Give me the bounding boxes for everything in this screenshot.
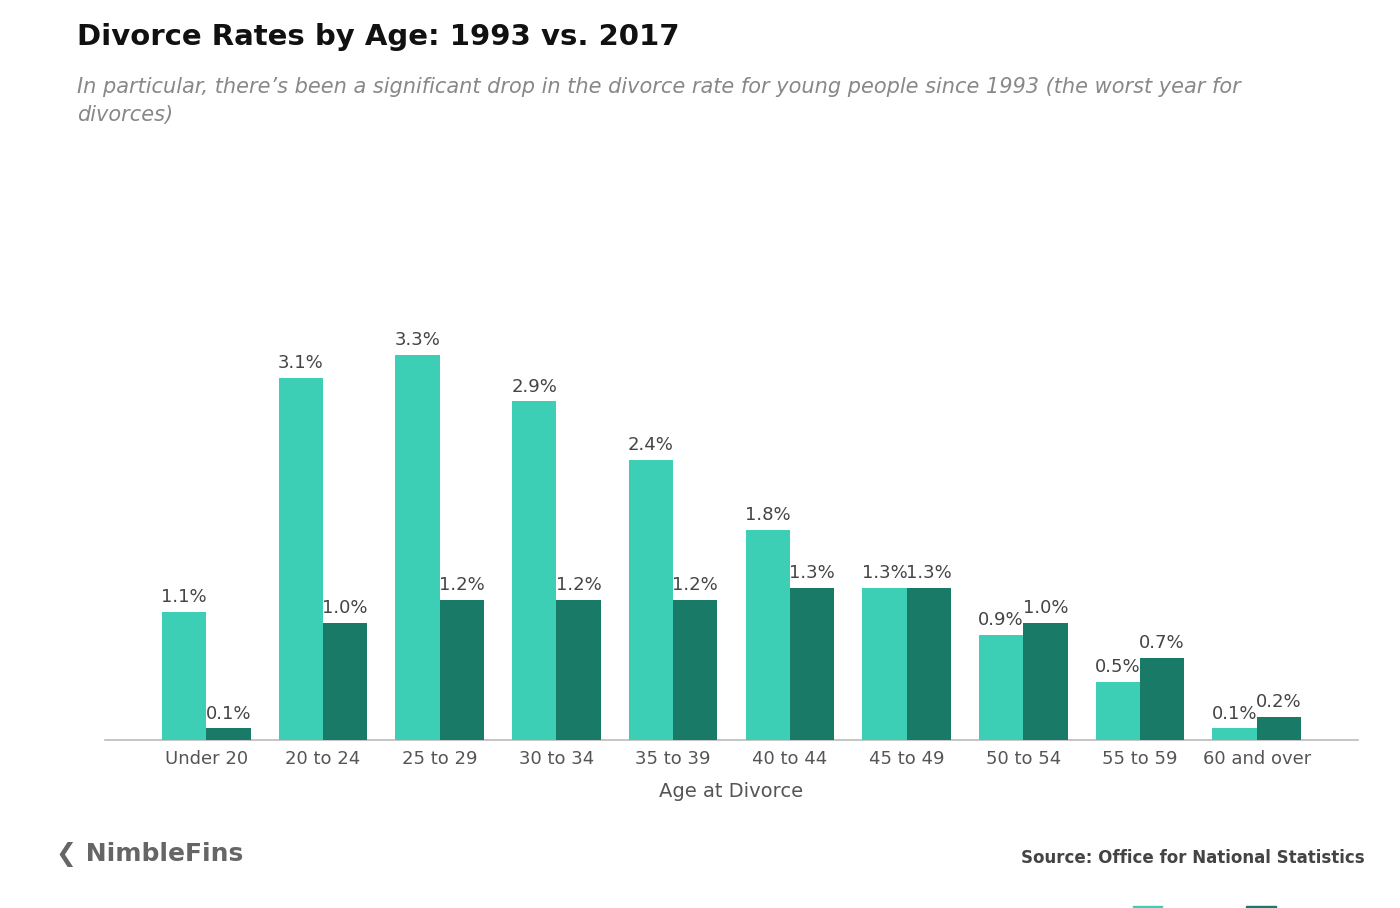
Text: Divorce Rates by Age: 1993 vs. 2017: Divorce Rates by Age: 1993 vs. 2017: [77, 23, 679, 51]
Bar: [862, 588, 907, 740]
Bar: [790, 588, 834, 740]
Text: In particular, there’s been a significant drop in the divorce rate for young peo: In particular, there’s been a significan…: [77, 77, 1240, 125]
Bar: [556, 600, 601, 740]
Text: 1.1%: 1.1%: [161, 587, 207, 606]
Text: 1.8%: 1.8%: [745, 506, 791, 524]
Bar: [395, 355, 440, 740]
Text: 1.3%: 1.3%: [861, 565, 907, 582]
Text: 1.3%: 1.3%: [790, 565, 834, 582]
Text: 0.9%: 0.9%: [979, 611, 1023, 629]
Text: 0.1%: 0.1%: [1212, 705, 1257, 723]
Text: Source: Office for National Statistics: Source: Office for National Statistics: [1022, 849, 1365, 867]
Bar: [512, 401, 556, 740]
Text: 3.3%: 3.3%: [395, 331, 441, 349]
Bar: [1257, 716, 1301, 740]
Text: ❮ NimbleFins: ❮ NimbleFins: [56, 842, 244, 867]
Text: 1.2%: 1.2%: [672, 576, 718, 594]
Text: 3.1%: 3.1%: [279, 354, 323, 372]
Legend: 1993, 2017: 1993, 2017: [1126, 898, 1348, 908]
Text: 0.5%: 0.5%: [1095, 657, 1141, 676]
Text: 0.7%: 0.7%: [1140, 635, 1184, 653]
Text: 1.3%: 1.3%: [906, 565, 952, 582]
Bar: [323, 623, 367, 740]
Text: 0.2%: 0.2%: [1256, 693, 1302, 711]
Bar: [1096, 682, 1140, 740]
Bar: [1023, 623, 1068, 740]
X-axis label: Age at Divorce: Age at Divorce: [659, 782, 804, 801]
Text: 1.0%: 1.0%: [322, 599, 368, 617]
Text: 2.9%: 2.9%: [511, 378, 557, 396]
Bar: [746, 530, 790, 740]
Bar: [979, 635, 1023, 740]
Bar: [907, 588, 951, 740]
Text: 1.0%: 1.0%: [1023, 599, 1068, 617]
Text: 1.2%: 1.2%: [556, 576, 602, 594]
Bar: [1212, 728, 1257, 740]
Bar: [440, 600, 484, 740]
Bar: [1140, 658, 1184, 740]
Bar: [673, 600, 717, 740]
Bar: [206, 728, 251, 740]
Bar: [279, 378, 323, 740]
Bar: [162, 612, 206, 740]
Text: 1.2%: 1.2%: [440, 576, 484, 594]
Text: 2.4%: 2.4%: [629, 436, 673, 454]
Bar: [629, 459, 673, 740]
Text: 0.1%: 0.1%: [206, 705, 251, 723]
